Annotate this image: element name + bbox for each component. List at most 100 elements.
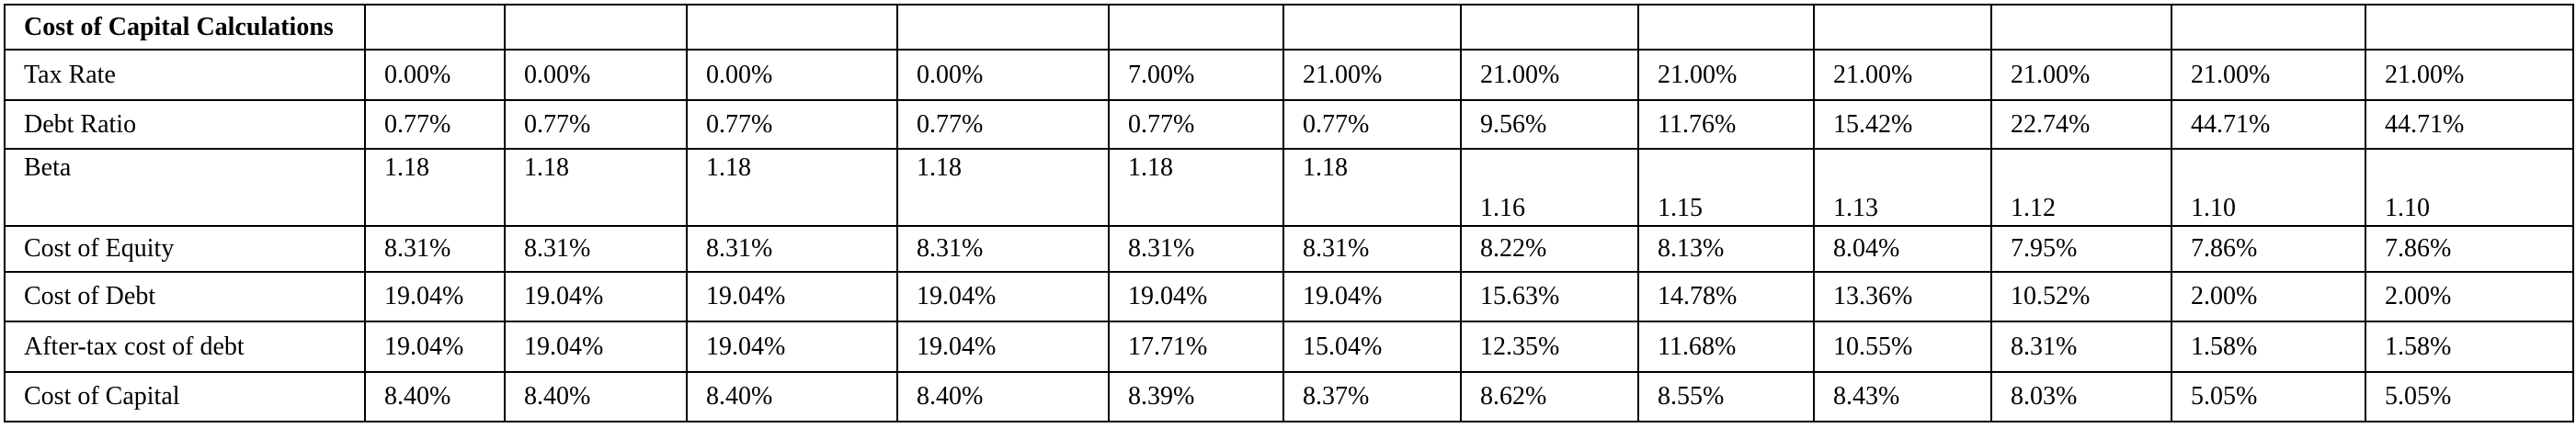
value-cell: 21.00% <box>2365 49 2574 101</box>
value-cell: 19.04% <box>686 321 898 373</box>
value-cell: 7.86% <box>2171 225 2366 273</box>
value-cell: 8.04% <box>1813 225 1992 273</box>
value-cell: 8.22% <box>1460 225 1639 273</box>
value-cell: 21.00% <box>2171 49 2366 101</box>
value-cell: 21.00% <box>1282 49 1462 101</box>
empty-cell <box>1637 4 1815 51</box>
row-label: Cost of Equity <box>4 225 366 273</box>
value-cell: 10.52% <box>1990 271 2172 322</box>
value-cell: 1.18 <box>1282 148 1462 227</box>
title-row: Cost of Capital Calculations <box>4 4 2574 51</box>
value-cell: 1.13 <box>1813 148 1992 227</box>
value-cell: 19.04% <box>1282 271 1462 322</box>
value-cell: 8.39% <box>1108 371 1284 422</box>
value-cell: 1.18 <box>1108 148 1284 227</box>
value-cell: 0.77% <box>364 99 506 150</box>
table-row: Tax Rate 0.00% 0.00% 0.00% 0.00% 7.00% 21.00% 2… <box>4 49 2574 101</box>
value-cell: 5.05% <box>2171 371 2366 422</box>
value-cell: 7.95% <box>1990 225 2172 273</box>
value-cell: 8.31% <box>364 225 506 273</box>
value-cell: 8.40% <box>896 371 1110 422</box>
value-cell: 12.35% <box>1460 321 1639 373</box>
value-cell: 8.43% <box>1813 371 1992 422</box>
value-cell: 8.31% <box>896 225 1110 273</box>
value-cell: 15.04% <box>1282 321 1462 373</box>
value-cell: 1.18 <box>504 148 688 227</box>
empty-cell <box>1813 4 1992 51</box>
empty-cell <box>1460 4 1639 51</box>
value-cell: 1.58% <box>2171 321 2366 373</box>
value-cell: 8.37% <box>1282 371 1462 422</box>
value-cell: 8.31% <box>686 225 898 273</box>
row-label: After-tax cost of debt <box>4 321 366 373</box>
value-cell: 0.77% <box>1108 99 1284 150</box>
value-cell: 8.40% <box>504 371 688 422</box>
value-cell: 21.00% <box>1460 49 1639 101</box>
value-cell: 2.00% <box>2171 271 2366 322</box>
empty-cell <box>504 4 688 51</box>
table-row: Debt Ratio 0.77% 0.77% 0.77% 0.77% 0.77% 0.77%… <box>4 99 2574 150</box>
value-cell: 17.71% <box>1108 321 1284 373</box>
value-cell: 1.15 <box>1637 148 1815 227</box>
value-cell: 1.58% <box>2365 321 2574 373</box>
value-cell: 14.78% <box>1637 271 1815 322</box>
value-cell: 8.31% <box>504 225 688 273</box>
row-label: Cost of Debt <box>4 271 366 322</box>
value-cell: 8.31% <box>1282 225 1462 273</box>
empty-cell <box>2365 4 2574 51</box>
table-row: Cost of Capital 8.40% 8.40% 8.40% 8.40% 8.39%… <box>4 371 2574 422</box>
table-row: After-tax cost of debt 19.04% 19.04% 19.04%… <box>4 321 2574 373</box>
row-label: Cost of Capital <box>4 371 366 422</box>
empty-cell <box>364 4 506 51</box>
table-body: Cost of Capital Calculations Tax Rate 0.0… <box>4 4 2574 422</box>
value-cell: 15.63% <box>1460 271 1639 322</box>
value-cell: 19.04% <box>364 321 506 373</box>
value-cell: 19.04% <box>686 271 898 322</box>
value-cell: 8.62% <box>1460 371 1639 422</box>
value-cell: 44.71% <box>2171 99 2366 150</box>
value-cell: 19.04% <box>896 271 1110 322</box>
value-cell: 0.00% <box>896 49 1110 101</box>
value-cell: 8.13% <box>1637 225 1815 273</box>
value-cell: 9.56% <box>1460 99 1639 150</box>
value-cell: 44.71% <box>2365 99 2574 150</box>
value-cell: 1.18 <box>686 148 898 227</box>
value-cell: 19.04% <box>896 321 1110 373</box>
value-cell: 21.00% <box>1813 49 1992 101</box>
empty-cell <box>1990 4 2172 51</box>
value-cell: 13.36% <box>1813 271 1992 322</box>
value-cell: 1.16 <box>1460 148 1639 227</box>
table-row: Beta 1.18 1.18 1.18 1.18 1.18 1.18 1.16 1.15 1.13… <box>4 148 2574 227</box>
value-cell: 0.00% <box>686 49 898 101</box>
empty-cell <box>686 4 898 51</box>
value-cell: 8.40% <box>686 371 898 422</box>
row-label: Tax Rate <box>4 49 366 101</box>
value-cell: 8.31% <box>1108 225 1284 273</box>
value-cell: 11.76% <box>1637 99 1815 150</box>
row-label: Beta <box>4 148 366 227</box>
value-cell: 0.77% <box>686 99 898 150</box>
table-row: Cost of Equity 8.31% 8.31% 8.31% 8.31% 8.31% 8… <box>4 225 2574 273</box>
value-cell: 21.00% <box>1637 49 1815 101</box>
value-cell: 1.10 <box>2365 148 2574 227</box>
empty-cell <box>1108 4 1284 51</box>
value-cell: 10.55% <box>1813 321 1992 373</box>
value-cell: 2.00% <box>2365 271 2574 322</box>
row-label: Debt Ratio <box>4 99 366 150</box>
value-cell: 11.68% <box>1637 321 1815 373</box>
value-cell: 5.05% <box>2365 371 2574 422</box>
empty-cell <box>896 4 1110 51</box>
value-cell: 8.40% <box>364 371 506 422</box>
value-cell: 22.74% <box>1990 99 2172 150</box>
value-cell: 19.04% <box>1108 271 1284 322</box>
value-cell: 1.18 <box>364 148 506 227</box>
value-cell: 8.55% <box>1637 371 1815 422</box>
table-row: Cost of Debt 19.04% 19.04% 19.04% 19.04% 19.0… <box>4 271 2574 322</box>
table-title: Cost of Capital Calculations <box>4 4 366 51</box>
value-cell: 0.77% <box>896 99 1110 150</box>
empty-cell <box>2171 4 2366 51</box>
value-cell: 19.04% <box>364 271 506 322</box>
value-cell: 19.04% <box>504 321 688 373</box>
value-cell: 1.18 <box>896 148 1110 227</box>
